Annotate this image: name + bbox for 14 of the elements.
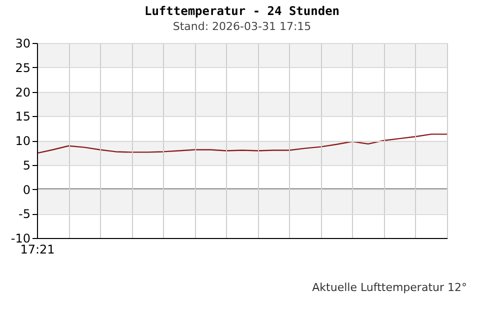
y-tick-label: 30 xyxy=(15,36,30,50)
x-tick-label: 17:21 xyxy=(20,242,55,256)
y-tick-label: 5 xyxy=(22,158,30,172)
text: Aktuelle Lufttemperatur 12° xyxy=(312,281,467,294)
chart-subtitle: Stand: 2026-03-31 17:15 xyxy=(172,20,312,33)
line-series xyxy=(36,134,448,154)
chart-title: Lufttemperatur - 24 Stunden xyxy=(144,4,340,18)
y-tick-label: 25 xyxy=(15,60,30,75)
y-tick-label: 0 xyxy=(22,182,30,197)
y-tick-label: -5 xyxy=(18,207,30,222)
y-tick-label: -10 xyxy=(10,232,30,246)
y-tick-label: 15 xyxy=(15,110,30,124)
y-tick-label: 20 xyxy=(15,85,30,100)
y-tick-label: 10 xyxy=(15,134,30,148)
